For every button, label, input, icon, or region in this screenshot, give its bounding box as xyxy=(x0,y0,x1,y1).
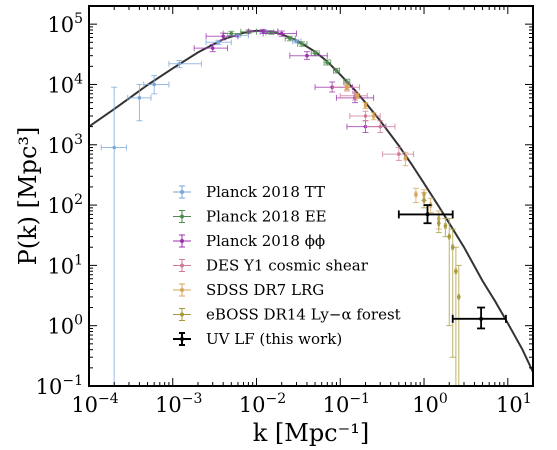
legend-label: eBOSS DR14 Ly−α forest xyxy=(206,306,401,324)
series-6 xyxy=(397,204,507,330)
legend-entry-6: UV LF (this work) xyxy=(173,330,342,348)
y-tick-label-6: 105 xyxy=(47,11,83,37)
series-0 xyxy=(100,29,302,386)
data-point xyxy=(436,221,441,226)
x-tick-label-4: 100 xyxy=(412,391,448,417)
data-point xyxy=(137,96,142,100)
x-tick-label-0: 10−4 xyxy=(71,391,118,417)
legend-entry-3: DES Y1 cosmic shear xyxy=(173,257,369,275)
legend-entry-5: eBOSS DR14 Ly−α forest xyxy=(173,306,401,324)
legend-marker-dot xyxy=(180,288,184,292)
data-point xyxy=(313,51,317,55)
data-point xyxy=(288,36,292,41)
legend-marker-dot xyxy=(180,190,184,194)
legend-marker-dot xyxy=(180,263,184,268)
data-point xyxy=(450,245,455,250)
legend-label: UV LF (this work) xyxy=(206,330,342,348)
data-point xyxy=(363,114,368,118)
data-point xyxy=(334,68,339,73)
data-point xyxy=(355,93,360,98)
plot-frame xyxy=(88,5,534,387)
data-point xyxy=(425,212,430,217)
legend-marker-dot xyxy=(180,312,184,317)
y-tick-label-3: 102 xyxy=(47,192,83,218)
data-point xyxy=(454,269,458,274)
legend-entry-4: SDSS DR7 LRG xyxy=(173,281,324,299)
data-point xyxy=(397,152,401,156)
legend-label: DES Y1 cosmic shear xyxy=(206,257,369,275)
data-point xyxy=(414,192,418,197)
y-tick-label-1: 100 xyxy=(47,313,83,339)
legend-marker-dot xyxy=(180,214,184,219)
y-axis-title: P(k) [Mpc³] xyxy=(14,127,42,266)
data-point xyxy=(221,34,225,39)
series-3 xyxy=(331,82,415,161)
data-point xyxy=(479,316,484,321)
data-point xyxy=(305,53,309,58)
legend: Planck 2018 TT Planck 2018 EE Planck 2018 … xyxy=(173,183,401,348)
data-point xyxy=(325,60,330,65)
x-tick-label-2: 10−2 xyxy=(239,391,286,417)
y-tick-label-4: 103 xyxy=(47,132,83,158)
data-point xyxy=(378,124,383,129)
legend-label: Planck 2018 TT xyxy=(206,183,325,201)
x-tick-label-3: 10−1 xyxy=(323,391,370,417)
legend-marker-dot xyxy=(180,239,184,243)
data-point xyxy=(371,114,376,118)
data-point xyxy=(456,295,461,299)
data-point xyxy=(210,46,215,50)
legend-marker-dot xyxy=(180,337,184,341)
legend-entry-0: Planck 2018 TT xyxy=(173,183,325,201)
data-point xyxy=(152,82,156,87)
data-point xyxy=(345,85,349,90)
legend-label: SDSS DR7 LRG xyxy=(206,281,324,299)
y-tick-label-2: 101 xyxy=(47,252,83,278)
data-point xyxy=(279,31,284,36)
data-point xyxy=(229,31,234,36)
data-point xyxy=(216,40,221,45)
legend-entry-1: Planck 2018 EE xyxy=(173,208,327,226)
data-point xyxy=(177,62,182,66)
data-point xyxy=(447,234,452,239)
data-point xyxy=(363,103,368,108)
y-tick-label-5: 104 xyxy=(47,71,83,97)
x-tick-label-5: 101 xyxy=(496,391,532,417)
legend-label: Planck 2018 ϕϕ xyxy=(206,232,325,250)
data-point xyxy=(112,145,117,150)
series-5 xyxy=(421,192,462,386)
data-point xyxy=(403,156,408,160)
y-tick-label-0: 10−1 xyxy=(36,373,83,399)
data-point xyxy=(422,198,426,203)
data-point xyxy=(300,42,304,46)
x-axis-title: k [Mpc⁻¹] xyxy=(253,419,370,447)
data-point xyxy=(443,224,448,228)
legend-label: Planck 2018 EE xyxy=(206,208,327,226)
x-tick-label-1: 10−3 xyxy=(155,391,202,417)
legend-entry-2: Planck 2018 ϕϕ xyxy=(173,232,325,250)
